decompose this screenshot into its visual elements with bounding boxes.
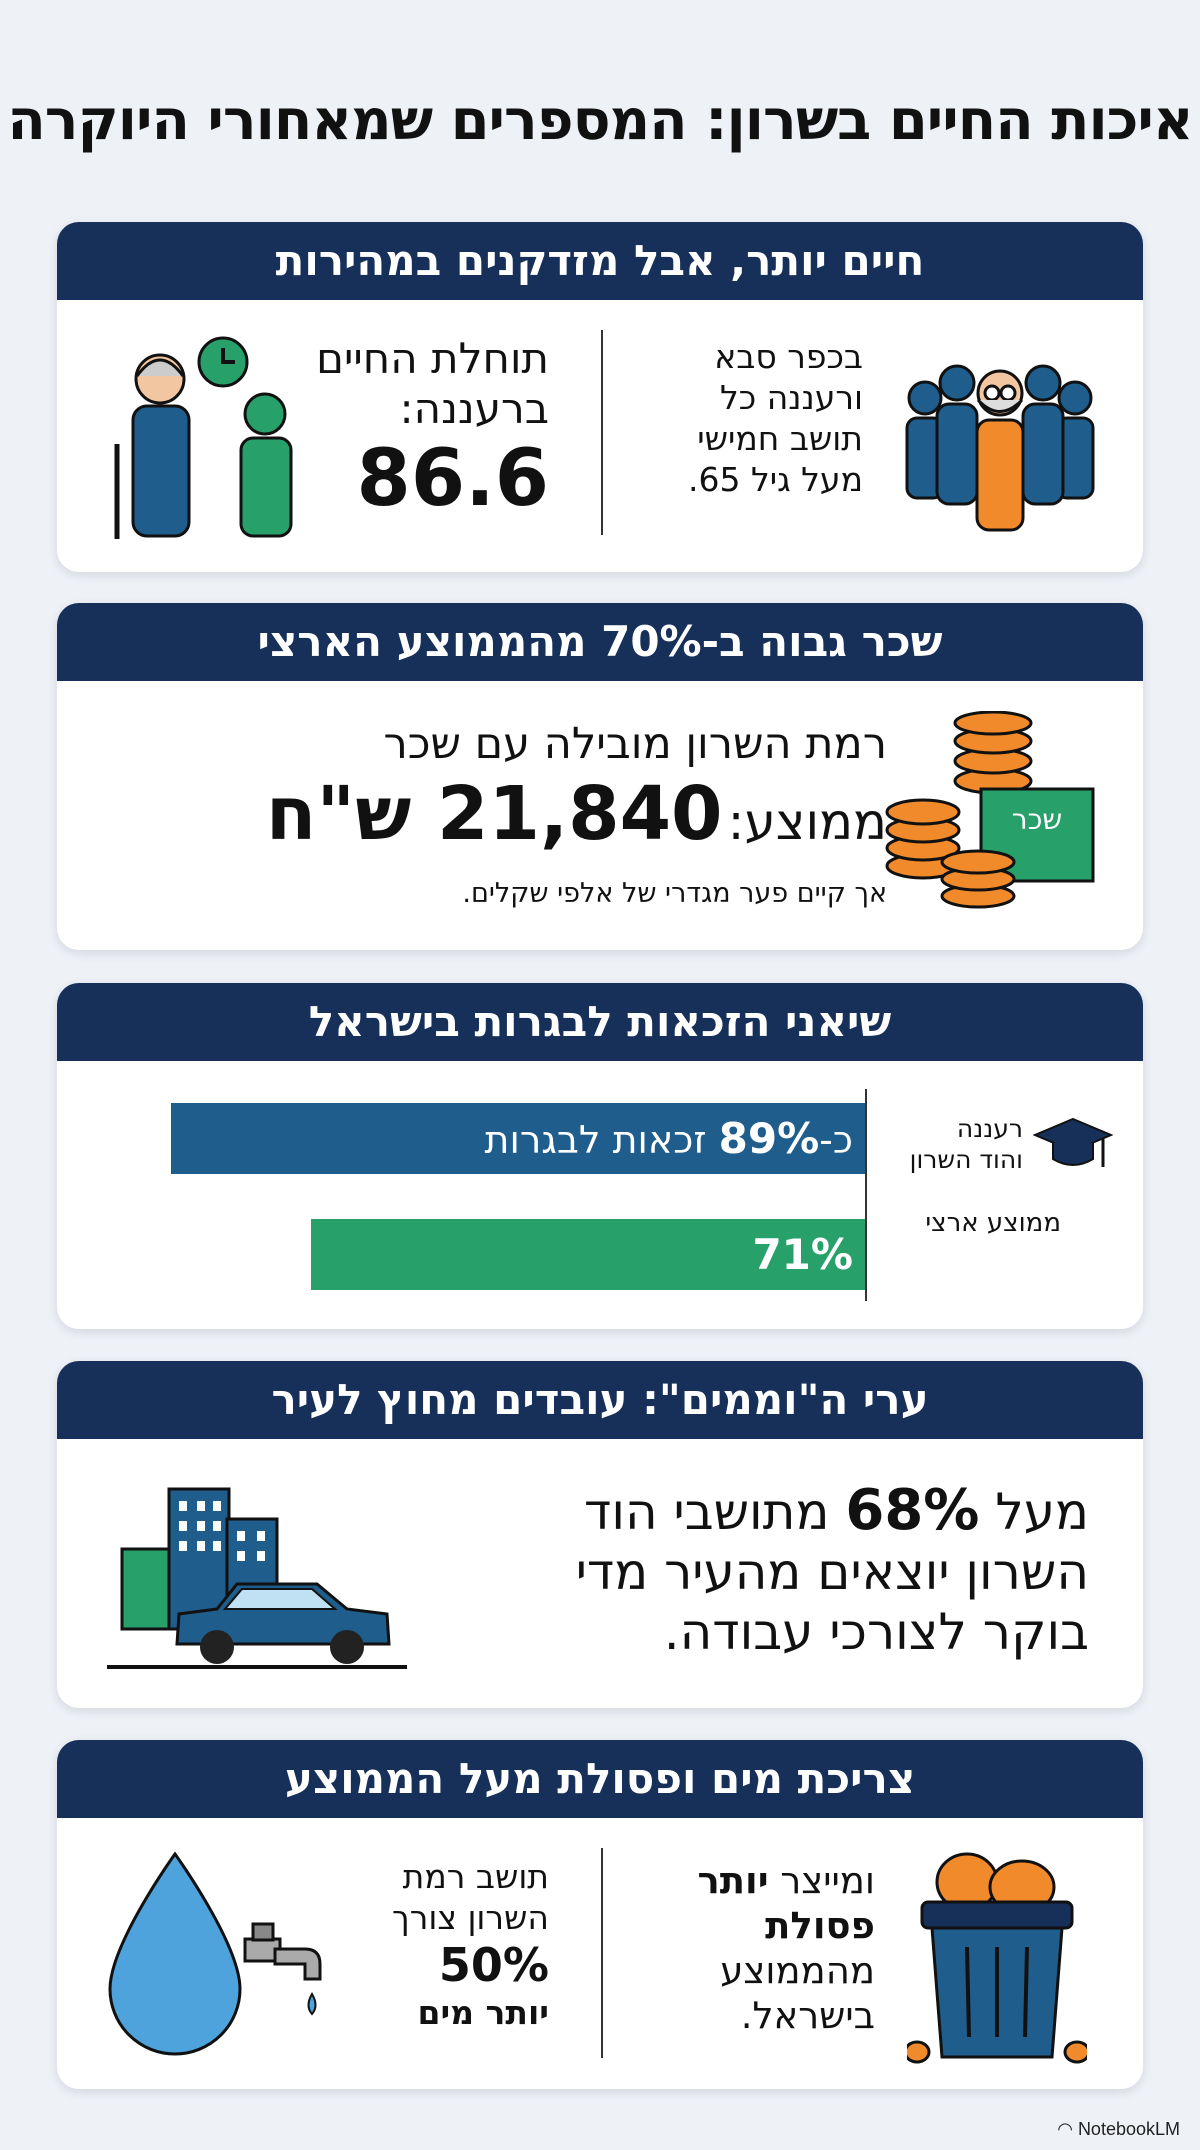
commute-value: 68% bbox=[845, 1478, 980, 1543]
bar-value: 71% bbox=[752, 1230, 853, 1279]
coins-icon: שכר bbox=[883, 710, 1103, 911]
page-title: איכות החיים בשרון: המספרים שמאחורי היוקר… bbox=[7, 88, 1193, 153]
card-header: צריכת מים ופסולת מעל הממוצע bbox=[57, 1740, 1143, 1818]
aging-fact: בכפר סבא ורעננה כל תושב חמישי מעל גיל 65… bbox=[687, 337, 863, 499]
graduation-cap-icon bbox=[1032, 1113, 1114, 1177]
bar-value: 89% bbox=[718, 1114, 820, 1163]
divider bbox=[601, 330, 603, 535]
aging-card: חיים יותר, אבל מזדקנים במהירות בכפר סב bbox=[57, 222, 1143, 572]
salary-card: שכר גבוה ב-70% מהממוצע הארצי רמת השרון מ… bbox=[57, 603, 1143, 950]
elderly-group-icon bbox=[895, 338, 1105, 538]
divider bbox=[601, 1848, 603, 2058]
water-value: 50% bbox=[438, 1938, 549, 1992]
waste-text: ומייצר יותר פסולת מהממוצע בישראל. bbox=[697, 1859, 875, 2037]
brand-icon: ◠ bbox=[1057, 2119, 1078, 2139]
bar-label-national: ממוצע ארצי bbox=[925, 1208, 1061, 1238]
consumption-card: צריכת מים ופסולת מעל הממוצע ומייצר יותר … bbox=[57, 1740, 1143, 2089]
salary-icon-label: שכר bbox=[1012, 803, 1062, 836]
card-header: חיים יותר, אבל מזדקנים במהירות bbox=[57, 222, 1143, 300]
commute-card: ערי ה"וממים": עובדים מחוץ לעיר מעל 68% מ… bbox=[57, 1361, 1143, 1708]
water-drop-tap-icon bbox=[105, 1844, 335, 2064]
salary-text: רמת השרון מובילה עם שכר ממוצע: 21,840 ש"… bbox=[265, 719, 887, 909]
notebooklm-brand: ◠ NotebookLM bbox=[1057, 2119, 1180, 2139]
commute-text: מעל 68% מתושבי הוד השרון יוצאים מהעיר מד… bbox=[575, 1478, 1089, 1662]
card-header: שיאני הזכאות לבגרות בישראל bbox=[57, 983, 1143, 1061]
bar-label-raanana: רעננה והוד השרון bbox=[909, 1114, 1023, 1174]
salary-value: 21,840 ש"ח bbox=[265, 771, 723, 857]
bar-raanana: כ-89% זכאות לבגרות bbox=[170, 1103, 865, 1174]
water-text: תושב רמת השרון צורך 50% יותר מים bbox=[392, 1857, 549, 2032]
grandparent-child-icon bbox=[105, 334, 315, 544]
life-expectancy-value: 86.6 bbox=[356, 434, 549, 524]
matriculation-card: שיאני הזכאות לבגרות בישראל רעננה והוד הש… bbox=[57, 983, 1143, 1329]
city-car-icon bbox=[107, 1459, 407, 1679]
trash-can-icon bbox=[903, 1842, 1091, 2067]
bar-national: 71% bbox=[311, 1219, 865, 1290]
card-header: ערי ה"וממים": עובדים מחוץ לעיר bbox=[57, 1361, 1143, 1439]
bar-axis bbox=[865, 1089, 867, 1301]
life-expectancy: תוחלת החיים ברעננה: 86.6 bbox=[316, 334, 549, 524]
card-header: שכר גבוה ב-70% מהממוצע הארצי bbox=[57, 603, 1143, 681]
